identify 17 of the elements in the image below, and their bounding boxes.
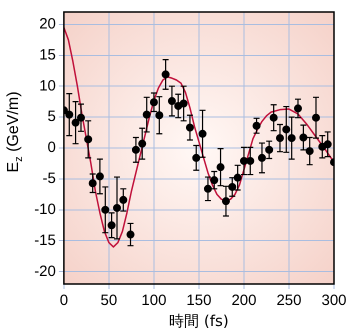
y-tick-label: 15 — [39, 46, 56, 64]
y-tick-label: 20 — [39, 16, 56, 33]
x-tick-label: 100 — [141, 292, 166, 310]
x-axis-title: 時間 (fs) — [169, 312, 229, 330]
x-tick-label: 300 — [321, 292, 347, 310]
y-tick-label: -10 — [34, 200, 56, 218]
y-tick-label: -20 — [34, 262, 56, 280]
y-tick-label: 0 — [48, 139, 56, 156]
y-tick-label: 10 — [39, 77, 56, 94]
y-tick-label: 5 — [48, 108, 56, 126]
y-tick-label: -15 — [34, 232, 56, 249]
x-tick-label: 0 — [60, 292, 68, 310]
x-tick-label: 250 — [276, 292, 302, 310]
x-tick-label: 150 — [186, 292, 212, 310]
x-tick-label: 200 — [231, 292, 256, 310]
y-tick-label: -5 — [42, 170, 56, 188]
x-tick-label: 50 — [100, 292, 118, 310]
